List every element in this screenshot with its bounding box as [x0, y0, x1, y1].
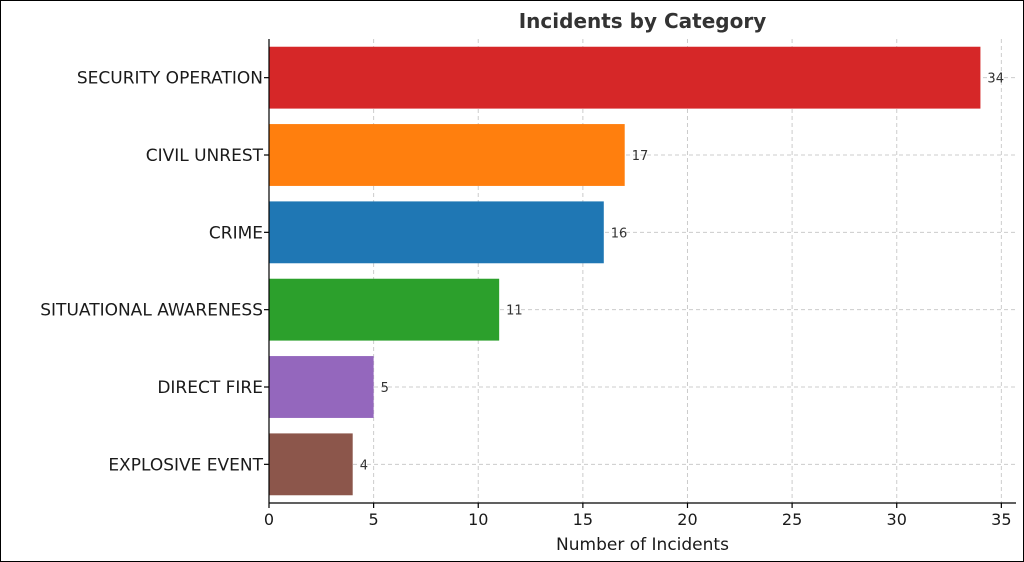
category-label: SITUATIONAL AWARENESS: [40, 301, 263, 321]
bar-value-label: 16: [611, 226, 628, 241]
bar-value-label: 17: [632, 149, 649, 164]
axes: [264, 39, 1016, 508]
chart-title: Incidents by Category: [519, 9, 767, 33]
bars: [269, 46, 981, 496]
bar-value-label: 5: [381, 381, 389, 396]
labels: 0 5 10 15 20 25 30 35 SECURITY OPERATION 34 CIVIL …: [40, 69, 1011, 529]
bar: [269, 433, 353, 496]
x-tick-label: 10: [468, 510, 488, 529]
x-tick-label: 0: [264, 510, 274, 529]
category-label: EXPLOSIVE EVENT: [108, 455, 263, 475]
bar-value-label: 34: [987, 72, 1004, 87]
category-label: DIRECT FIRE: [157, 378, 263, 398]
bar: [269, 278, 500, 341]
category-label: CIVIL UNREST: [146, 146, 264, 166]
x-tick-label: 5: [369, 510, 379, 529]
bar: [269, 46, 981, 109]
bar: [269, 356, 374, 418]
category-label: SECURITY OPERATION: [77, 69, 263, 89]
x-axis-title: Number of Incidents: [556, 535, 729, 555]
x-tick-label: 25: [782, 510, 802, 529]
x-tick-label: 20: [677, 510, 697, 529]
bar: [269, 124, 625, 186]
category-label: CRIME: [209, 223, 263, 243]
grid-lines: [268, 39, 1016, 503]
x-tick-label: 35: [991, 510, 1011, 529]
bar-value-label: 4: [360, 458, 368, 473]
x-tick-label: 15: [573, 510, 593, 529]
bar-value-label: 11: [506, 304, 523, 319]
bar: [269, 201, 604, 264]
x-tick-label: 30: [887, 510, 907, 529]
